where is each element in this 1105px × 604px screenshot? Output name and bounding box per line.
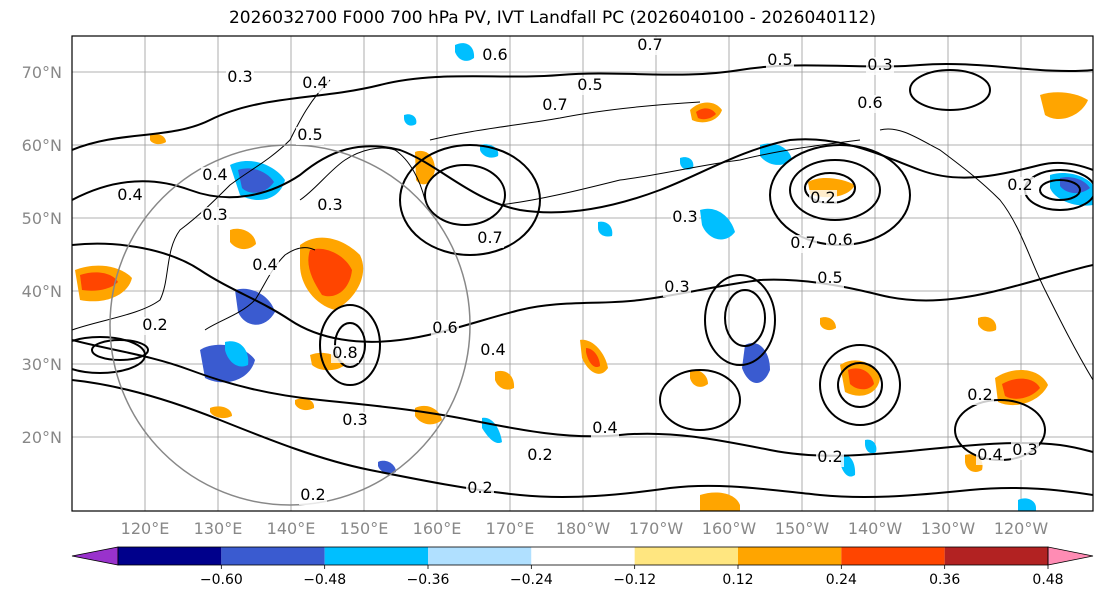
contour-label: 0.3: [672, 207, 697, 226]
landfall-radius-circle: [109, 144, 471, 506]
lon-label: 150°W: [775, 519, 830, 538]
contour-label: 0.8: [332, 343, 357, 362]
contour-label: 0.3: [342, 410, 367, 429]
lon-label: 130°W: [921, 519, 976, 538]
contour-label: 0.3: [867, 55, 892, 74]
contour-label: 0.4: [977, 445, 1002, 464]
contour-label: 0.5: [297, 125, 322, 144]
contour-label: 0.6: [857, 93, 882, 112]
colorbar-tick-label: −0.60: [200, 572, 243, 588]
lat-label: 30°N: [22, 355, 62, 374]
lon-label: 130°E: [194, 519, 243, 538]
contour-label: 0.2: [300, 485, 325, 504]
contour-label: 0.3: [317, 195, 342, 214]
colorbar-segment: [221, 547, 325, 565]
contour-label: 0.2: [467, 478, 492, 497]
colorbar-extend-high: [1047, 546, 1094, 566]
contour-label: 0.7: [790, 233, 815, 252]
contour-label: 0.5: [767, 50, 792, 69]
lon-label: 150°E: [340, 519, 389, 538]
lat-label: 20°N: [22, 428, 62, 447]
lon-label: 140°E: [267, 519, 316, 538]
lon-label: 170°W: [629, 519, 684, 538]
map-panel: [72, 36, 1093, 511]
lon-label: 120°W: [994, 519, 1049, 538]
map-frame: [71, 35, 1094, 512]
contour-label: 0.2: [142, 315, 167, 334]
contour-label: 0.2: [810, 188, 835, 207]
colorbar-segment: [738, 547, 842, 565]
contour-label: 0.2: [817, 447, 842, 466]
contour-label: 0.4: [480, 340, 505, 359]
contour-label: 0.3: [1012, 440, 1037, 459]
contour-label: 0.3: [664, 277, 689, 296]
colorbar-tick-label: −0.36: [407, 572, 450, 588]
contour-label: 0.3: [227, 67, 252, 86]
lon-label: 160°E: [413, 519, 462, 538]
lon-label: 160°W: [702, 519, 757, 538]
colorbar-segment: [428, 547, 532, 565]
colorbar-tick-label: 0.12: [722, 572, 753, 588]
colorbar-segment: [841, 547, 945, 565]
colorbar-extend-low: [71, 546, 119, 566]
lon-label: 120°E: [121, 519, 170, 538]
colorbar-tick-label: −0.12: [613, 572, 656, 588]
lon-label: 180°W: [556, 519, 611, 538]
longitude-labels: 120°E 130°E 140°E 150°E 160°E 170°E 180°W 170°W…: [121, 519, 1049, 538]
contour-label: 0.6: [432, 318, 457, 337]
contour-label: 0.5: [577, 75, 602, 94]
lat-label: 70°N: [22, 63, 62, 82]
colorbar-tick-label: −0.48: [303, 572, 346, 588]
latitude-labels: 70°N 60°N 50°N 40°N 30°N 20°N: [22, 63, 62, 447]
colorbar-tick-label: 0.48: [1032, 572, 1063, 588]
contour-label: 0.4: [252, 255, 277, 274]
colorbar-segment: [531, 547, 635, 565]
contour-label: 0.4: [592, 418, 617, 437]
graticule: [72, 36, 1093, 511]
lat-label: 60°N: [22, 136, 62, 155]
colorbar-segment: [324, 547, 428, 565]
contour-label-group: 0.3 0.40.60.70.5 0.30.60.50.70.40.30.40.50…: [116, 35, 1039, 505]
lon-label: 170°E: [486, 519, 535, 538]
contour-label: 0.4: [202, 165, 227, 184]
contour-label: 0.6: [482, 45, 507, 64]
contour-label: 0.2: [1007, 175, 1032, 194]
colorbar-tick-label: 0.24: [826, 572, 857, 588]
contour-label: 0.5: [817, 268, 842, 287]
contour-label: 0.2: [527, 445, 552, 464]
contour-label: 0.2: [967, 385, 992, 404]
contour-label: 0.7: [637, 35, 662, 54]
colorbar-segment: [634, 547, 738, 565]
contour-label: 0.4: [302, 73, 327, 92]
contour-label: 0.7: [542, 95, 567, 114]
colorbar: −0.60 −0.48 −0.36 −0.24 −0.12 0.12 0.24 0.36 0.4…: [71, 546, 1094, 588]
lat-label: 40°N: [22, 282, 62, 301]
colorbar-tick-label: −0.24: [510, 572, 553, 588]
colorbar-segment: [944, 547, 1048, 565]
contour-label: 0.6: [827, 230, 852, 249]
pv-shading: [75, 43, 1093, 511]
lat-label: 50°N: [22, 209, 62, 228]
contour-label: 0.4: [117, 185, 142, 204]
map-title: 2026032700 F000 700 hPa PV, IVT Landfall…: [228, 8, 876, 28]
colorbar-segment: [118, 547, 222, 565]
contour-label: 0.3: [202, 205, 227, 224]
contour-label: 0.7: [477, 228, 502, 247]
lon-label: 140°W: [848, 519, 903, 538]
colorbar-tick-label: 0.36: [929, 572, 960, 588]
